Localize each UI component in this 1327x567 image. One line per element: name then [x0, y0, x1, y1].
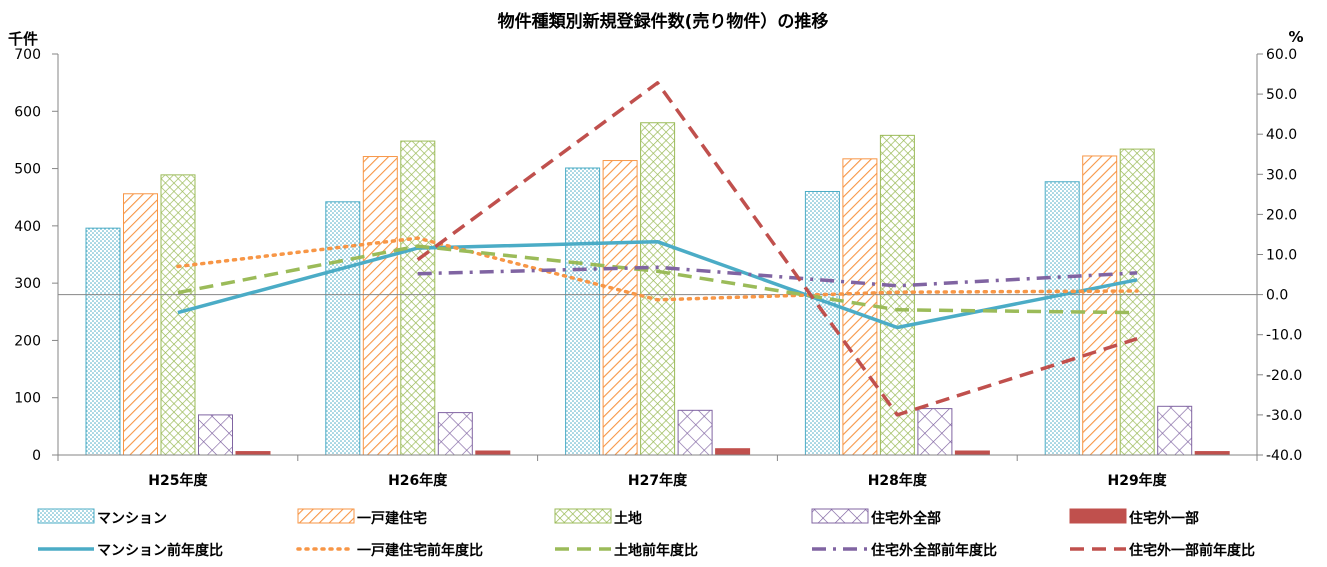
y-right-tick-label: 0.0	[1266, 288, 1288, 304]
y-left-tick-label: 500	[14, 162, 41, 178]
y-left-tick-label: 700	[14, 47, 41, 63]
x-category-label: H29年度	[1107, 472, 1167, 489]
y-right-tick-label: 60.0	[1266, 47, 1297, 63]
bar	[475, 450, 511, 456]
y-right-tick-label: -30.0	[1266, 408, 1302, 424]
y-right-tick-label: 10.0	[1266, 248, 1297, 264]
bar	[400, 140, 436, 456]
bar	[437, 412, 473, 456]
legend-label: 住宅外一部前年度比	[1129, 542, 1255, 559]
y-right-tick-label: -10.0	[1266, 328, 1302, 344]
y-right-tick-labels: -40.0 -30.0 -20.0 -10.0 0.0 10.0 20.0 30.0 40.0 5…	[1266, 47, 1302, 464]
bar	[1119, 148, 1155, 456]
chart-title: 物件種類別新規登録件数(売り物件）の推移	[498, 11, 829, 32]
bar	[1157, 405, 1193, 456]
bar	[804, 190, 840, 456]
bar-series-group	[85, 122, 1230, 456]
y-left-tick-label: 200	[14, 333, 41, 349]
bar	[917, 408, 953, 456]
y-left-tick-label: 0	[32, 448, 41, 464]
bar	[235, 451, 271, 456]
y-left-tick-labels: 0 100 200 300 400 500 600 700	[14, 47, 41, 464]
x-category-label: H27年度	[628, 472, 688, 489]
line-series	[416, 81, 1138, 417]
x-category-label: H28年度	[868, 472, 928, 489]
bar	[602, 160, 638, 456]
legend-label: 土地	[614, 510, 642, 527]
line-series	[176, 236, 1139, 302]
x-category-label: H26年度	[388, 472, 448, 489]
legend-label: 一戸建住宅前年度比	[357, 542, 483, 559]
bar	[160, 174, 196, 456]
legend-label: マンション前年度比	[97, 542, 223, 559]
bar	[715, 448, 751, 456]
legend-label: 土地前年度比	[614, 542, 698, 559]
legend-label: 住宅外一部	[1129, 510, 1199, 527]
bar	[123, 193, 158, 456]
bar	[198, 414, 233, 456]
legend-label: 住宅外全部前年度比	[871, 542, 997, 559]
y-right-unit: %	[1288, 28, 1303, 46]
bar	[1082, 155, 1118, 456]
line-series-group	[176, 81, 1139, 417]
x-category-label: H25年度	[148, 472, 208, 489]
legend-swatch	[37, 508, 95, 524]
bar	[565, 167, 601, 456]
bar	[879, 134, 915, 456]
y-right-tick-label: 20.0	[1266, 207, 1297, 223]
bar	[640, 122, 676, 456]
legend-label: マンション	[97, 511, 167, 527]
bar	[1194, 451, 1230, 456]
y-right-tick-label: -40.0	[1266, 448, 1302, 464]
y-right-tick-label: 40.0	[1266, 127, 1297, 143]
bar	[677, 409, 713, 456]
y-left-unit: 千件	[8, 30, 38, 48]
legend-label: 一戸建住宅	[357, 510, 427, 527]
legend-swatch	[811, 508, 869, 524]
legend-swatch	[554, 508, 612, 524]
y-left-tick-label: 300	[14, 276, 41, 292]
y-right-tick-label: -20.0	[1266, 368, 1302, 384]
bar	[325, 201, 361, 456]
bar	[1044, 181, 1080, 456]
line-series	[417, 265, 1138, 288]
line-series	[177, 244, 1138, 315]
bar	[954, 450, 990, 456]
y-right-tick-label: 30.0	[1266, 167, 1297, 183]
legend-swatch	[297, 508, 355, 524]
category-labels: H25年度 H26年度 H27年度 H28年度 H29年度	[148, 472, 1167, 489]
legend-label: 住宅外全部	[871, 510, 941, 527]
bar	[842, 158, 878, 456]
y-right-tick-label: 50.0	[1266, 87, 1297, 103]
y-left-tick-label: 400	[14, 219, 41, 235]
bar	[362, 156, 398, 456]
y-left-tick-label: 100	[14, 391, 41, 407]
legend-swatch	[1069, 508, 1127, 524]
line-series	[177, 239, 1138, 330]
bar	[85, 227, 121, 456]
y-left-tick-label: 600	[14, 104, 41, 120]
